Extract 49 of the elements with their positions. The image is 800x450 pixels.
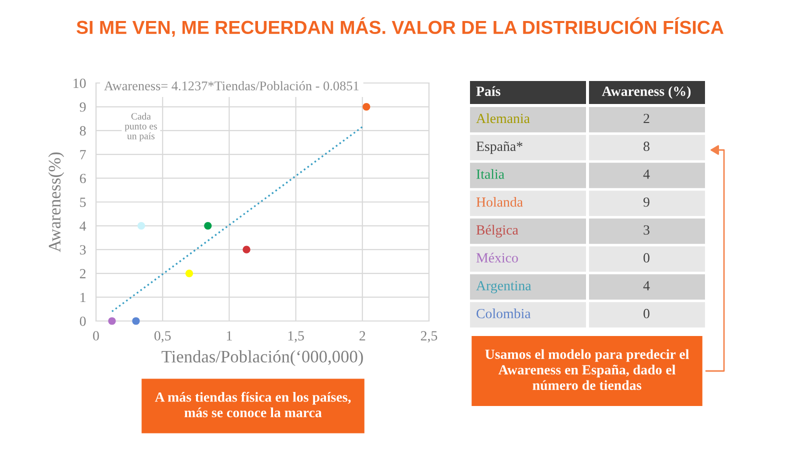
x-axis-title: Tiendas/Población(‘000,000) bbox=[162, 350, 363, 366]
point bbox=[108, 317, 116, 325]
data-label: 0 bbox=[644, 308, 650, 318]
y-tick-label: 1 bbox=[80, 292, 86, 302]
category-label: Alemania bbox=[476, 113, 530, 124]
y-tick-label: 6 bbox=[80, 174, 86, 184]
chart-title: SI ME VEN, ME RECUERDAN MÁS. VALOR DE LA DISTRIBUCIÓN FÍSICA bbox=[76, 17, 724, 37]
data-label: 4 bbox=[643, 170, 650, 179]
x-tick-label: 0,5 bbox=[154, 331, 171, 342]
data-label: 0 bbox=[644, 253, 650, 263]
data-label: 4 bbox=[643, 281, 650, 290]
point bbox=[132, 317, 140, 325]
data-label: 9 bbox=[643, 197, 650, 207]
data-label: 8 bbox=[644, 142, 650, 152]
category-label: Italia bbox=[476, 169, 504, 179]
text: País bbox=[476, 86, 500, 96]
x-tick-label: 2 bbox=[360, 331, 366, 340]
category-label: México bbox=[476, 252, 518, 263]
text: A más tiendas física en los países, más se conoce la marca bbox=[154, 392, 351, 418]
y-tick-label: 3 bbox=[80, 245, 86, 255]
y-tick-label: 7 bbox=[80, 150, 86, 160]
annotation: Cada punto es un país bbox=[124, 112, 157, 142]
category-label: España* bbox=[476, 142, 522, 154]
x-tick-label: 1 bbox=[226, 331, 232, 340]
point bbox=[204, 222, 212, 230]
point bbox=[242, 246, 250, 254]
y-tick-label: 8 bbox=[80, 126, 86, 136]
y-tick-label: 4 bbox=[80, 221, 86, 231]
x-tick-label: 1,5 bbox=[288, 331, 304, 342]
category-label: Colombia bbox=[476, 308, 531, 318]
x-tick-label: 2,5 bbox=[420, 331, 438, 342]
category-label: Bélgica bbox=[476, 224, 518, 238]
text: Usamos el modelo para predecir el Awareness en España, dado el número de tiendas bbox=[485, 349, 689, 390]
y-tick-label: 0 bbox=[80, 316, 86, 326]
point bbox=[137, 222, 146, 230]
annotation: Awareness= 4.1237*Tiendas/Población - 0.0851 bbox=[104, 81, 359, 90]
point bbox=[362, 102, 370, 111]
x-tick-label: 0 bbox=[93, 331, 99, 340]
category-label: Argentina bbox=[476, 281, 532, 294]
point bbox=[185, 270, 194, 278]
y-axis-title: Awareness(%) bbox=[48, 152, 64, 252]
y-tick-label: 9 bbox=[80, 102, 86, 112]
y-tick-label: 5 bbox=[80, 198, 86, 207]
data-label: 3 bbox=[644, 225, 650, 235]
y-tick-label: 10 bbox=[74, 78, 86, 88]
y-tick-label: 2 bbox=[80, 269, 86, 278]
category-label: Holanda bbox=[476, 197, 523, 207]
data-label: 2 bbox=[644, 114, 650, 124]
text: Awareness (%) bbox=[602, 86, 691, 99]
